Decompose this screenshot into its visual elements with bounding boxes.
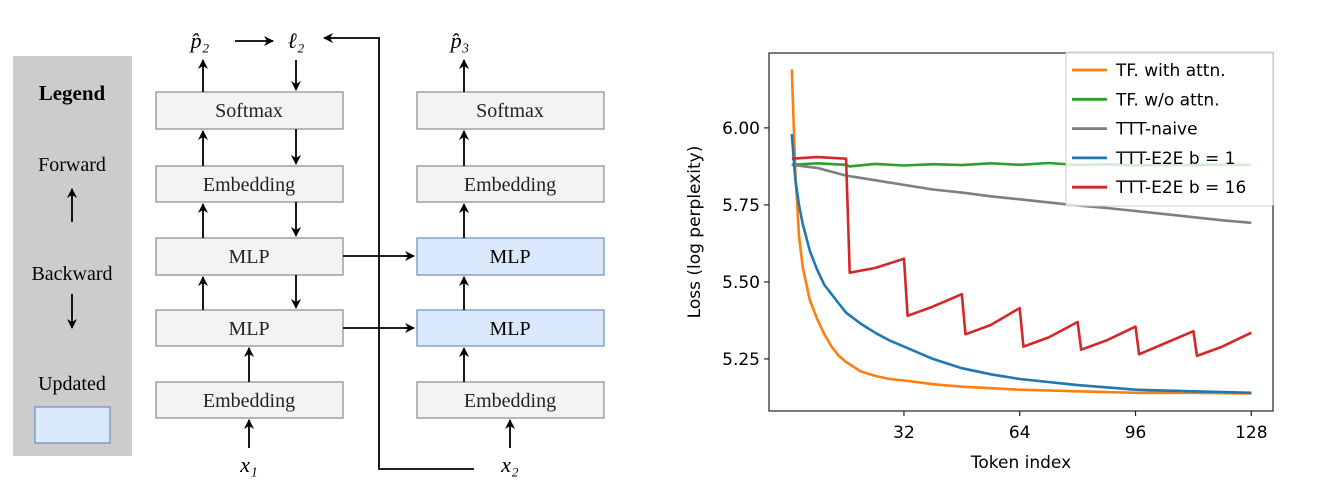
right-mlp-lower-block-updated	[416, 309, 605, 347]
right-embedding-top-label: Embedding	[464, 174, 556, 196]
x-tick-label: 32	[893, 423, 915, 443]
left-column: Softmax Embedding MLP MLP Embedding x₁ p…	[155, 28, 474, 477]
right-output-label: p̂₃	[449, 28, 470, 53]
legend-title: Legend	[39, 81, 106, 105]
series-layer	[790, 69, 1252, 395]
right-embedding-bottom-block	[416, 381, 605, 419]
y-axis: 6.00 5.75 5.50 5.25	[722, 119, 769, 370]
left-softmax-block	[155, 91, 344, 130]
legend-entry-label: TTT-naive	[1115, 120, 1198, 140]
left-mlp-lower-label: MLP	[228, 318, 269, 340]
right-mlp-lower-label: MLP	[489, 318, 530, 340]
legend-frame	[1065, 51, 1274, 207]
y-tick-label: 5.50	[722, 273, 760, 293]
left-embedding-top-label: Embedding	[203, 174, 295, 196]
x-tick-label: 64	[1009, 423, 1031, 443]
right-mlp-upper-block-updated	[416, 237, 605, 276]
series-line-ttt-e2e-b-16	[791, 155, 1252, 358]
x-axis-label: Token index	[970, 453, 1071, 473]
legend-entry-label: TF. w/o attn.	[1115, 90, 1220, 110]
legend-updated-label: Updated	[38, 373, 106, 395]
left-embedding-bottom-block	[155, 381, 344, 419]
legend-forward-label: Forward	[38, 154, 106, 176]
right-embedding-bottom-label: Embedding	[464, 390, 556, 412]
right-input-label: x₂	[500, 452, 519, 477]
left-softmax-label: Softmax	[215, 100, 283, 122]
left-output-label: p̂₂	[189, 28, 210, 53]
loss-chart: 6.00 5.75 5.50 5.25 32 64 96 128 Token index L…	[685, 51, 1274, 473]
left-embedding-top-block	[155, 165, 344, 203]
plot-frame	[768, 52, 1274, 412]
right-column: Softmax Embedding MLP MLP Embedding x₂ p…	[416, 28, 605, 477]
right-softmax-label: Softmax	[476, 100, 544, 122]
series-line-ttt-e2e-b-1	[790, 133, 1252, 395]
chart-legend: TF. with attn. TF. w/o attn. TTT-naive TTT-…	[1065, 51, 1274, 207]
right-mlp-upper-label: MLP	[489, 246, 530, 268]
target-to-loss-arrow-icon	[323, 33, 474, 470]
legend-entry-label: TF. with attn.	[1115, 61, 1226, 81]
legend-backward-label: Backward	[31, 263, 112, 285]
legend-entry-label: TTT-E2E b = 1	[1115, 149, 1236, 169]
y-tick-label: 5.25	[722, 350, 760, 370]
y-axis-label: Loss (log perplexity)	[685, 146, 705, 319]
left-embedding-bottom-label: Embedding	[203, 390, 295, 412]
left-mlp-lower-block	[155, 309, 344, 347]
x-tick-label: 96	[1125, 423, 1147, 443]
right-embedding-top-block	[416, 165, 605, 203]
loss-label: ℓ₂	[288, 28, 305, 53]
y-tick-label: 5.75	[722, 196, 760, 216]
y-tick-label: 6.00	[722, 119, 760, 139]
legend-updated-swatch	[34, 406, 111, 444]
left-mlp-upper-label: MLP	[228, 246, 269, 268]
x-axis: 32 64 96 128	[893, 411, 1268, 443]
series-line-ttt-naive	[791, 163, 1252, 225]
x-tick-label: 128	[1235, 423, 1267, 443]
right-softmax-block	[416, 91, 605, 130]
legend-entry-label: TTT-E2E b = 16	[1115, 178, 1246, 198]
diagram-legend: Legend Forward Backward Updated	[13, 56, 132, 456]
series-line-tf-with-attn-	[790, 69, 1252, 395]
legend-background	[13, 56, 132, 456]
left-input-label: x₁	[239, 452, 257, 477]
